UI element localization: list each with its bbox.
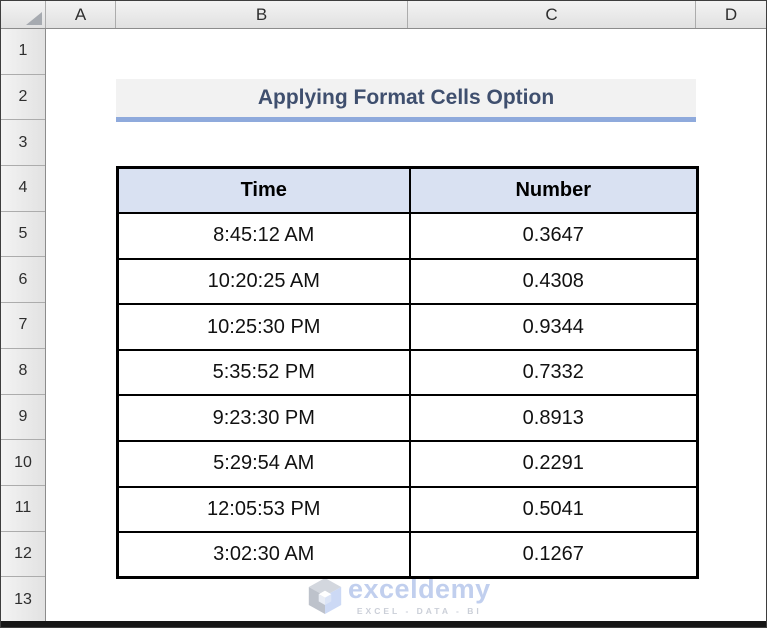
row-header-13[interactable]: 13 [1, 577, 45, 623]
table-header-time[interactable]: Time [116, 166, 411, 215]
table-row: 10:20:25 AM 0.4308 [116, 257, 699, 306]
time-cell[interactable]: 9:23:30 PM [116, 394, 411, 443]
time-cell[interactable]: 10:20:25 AM [116, 257, 411, 306]
bottom-edge-bar [1, 621, 766, 627]
table-header-row: Time Number [116, 166, 699, 215]
row-header-4[interactable]: 4 [1, 166, 45, 212]
data-table: Time Number 8:45:12 AM 0.3647 10:20:25 A… [116, 166, 699, 580]
column-header-d[interactable]: D [696, 1, 766, 28]
time-cell[interactable]: 8:45:12 AM [116, 212, 411, 260]
title-underline [116, 117, 696, 122]
row-header-6[interactable]: 6 [1, 257, 45, 304]
table-row: 10:25:30 PM 0.9344 [116, 303, 699, 351]
watermark-brand: exceldemy [348, 574, 491, 604]
row-header-10[interactable]: 10 [1, 440, 45, 486]
column-header-b[interactable]: B [116, 1, 408, 28]
select-all-corner[interactable] [1, 1, 46, 28]
time-cell[interactable]: 5:29:54 AM [116, 440, 411, 488]
row-header-9[interactable]: 9 [1, 394, 45, 441]
exceldemy-watermark: exceldemy EXCEL - DATA - BI [307, 576, 491, 616]
row-header-column: 1 2 3 4 5 6 7 8 9 10 11 12 13 [1, 29, 46, 623]
time-cell[interactable]: 12:05:53 PM [116, 485, 411, 534]
row-header-7[interactable]: 7 [1, 303, 45, 349]
number-cell[interactable]: 0.3647 [408, 212, 699, 260]
number-cell[interactable]: 0.4308 [408, 257, 699, 306]
number-cell[interactable]: 0.1267 [408, 531, 699, 579]
row-header-8[interactable]: 8 [1, 348, 45, 395]
column-header-c[interactable]: C [408, 1, 696, 28]
column-header-row: A B C D [1, 1, 766, 29]
time-cell[interactable]: 3:02:30 AM [116, 531, 411, 579]
number-cell[interactable]: 0.7332 [408, 348, 699, 397]
number-cell[interactable]: 0.8913 [408, 394, 699, 443]
select-all-icon [26, 12, 42, 25]
number-cell[interactable]: 0.5041 [408, 485, 699, 534]
table-row: 3:02:30 AM 0.1267 [116, 531, 699, 579]
row-header-1[interactable]: 1 [1, 29, 45, 75]
table-header-number[interactable]: Number [408, 166, 699, 215]
row-header-3[interactable]: 3 [1, 120, 45, 167]
table-row: 5:29:54 AM 0.2291 [116, 440, 699, 488]
title-merged-cell[interactable]: Applying Format Cells Option [116, 79, 696, 117]
table-row: 12:05:53 PM 0.5041 [116, 485, 699, 534]
number-cell[interactable]: 0.2291 [408, 440, 699, 488]
column-header-a[interactable]: A [46, 1, 116, 28]
row-header-11[interactable]: 11 [1, 485, 45, 532]
row-header-12[interactable]: 12 [1, 531, 45, 578]
watermark-tagline: EXCEL - DATA - BI [356, 606, 482, 616]
watermark-text: exceldemy EXCEL - DATA - BI [348, 574, 491, 617]
number-cell[interactable]: 0.9344 [408, 303, 699, 351]
table-row: 8:45:12 AM 0.3647 [116, 212, 699, 260]
table-row: 9:23:30 PM 0.8913 [116, 394, 699, 443]
row-header-5[interactable]: 5 [1, 211, 45, 258]
time-cell[interactable]: 10:25:30 PM [116, 303, 411, 351]
table-row: 5:35:52 PM 0.7332 [116, 348, 699, 397]
time-cell[interactable]: 5:35:52 PM [116, 348, 411, 397]
row-header-2[interactable]: 2 [1, 74, 45, 121]
exceldemy-logo-icon [308, 578, 342, 614]
